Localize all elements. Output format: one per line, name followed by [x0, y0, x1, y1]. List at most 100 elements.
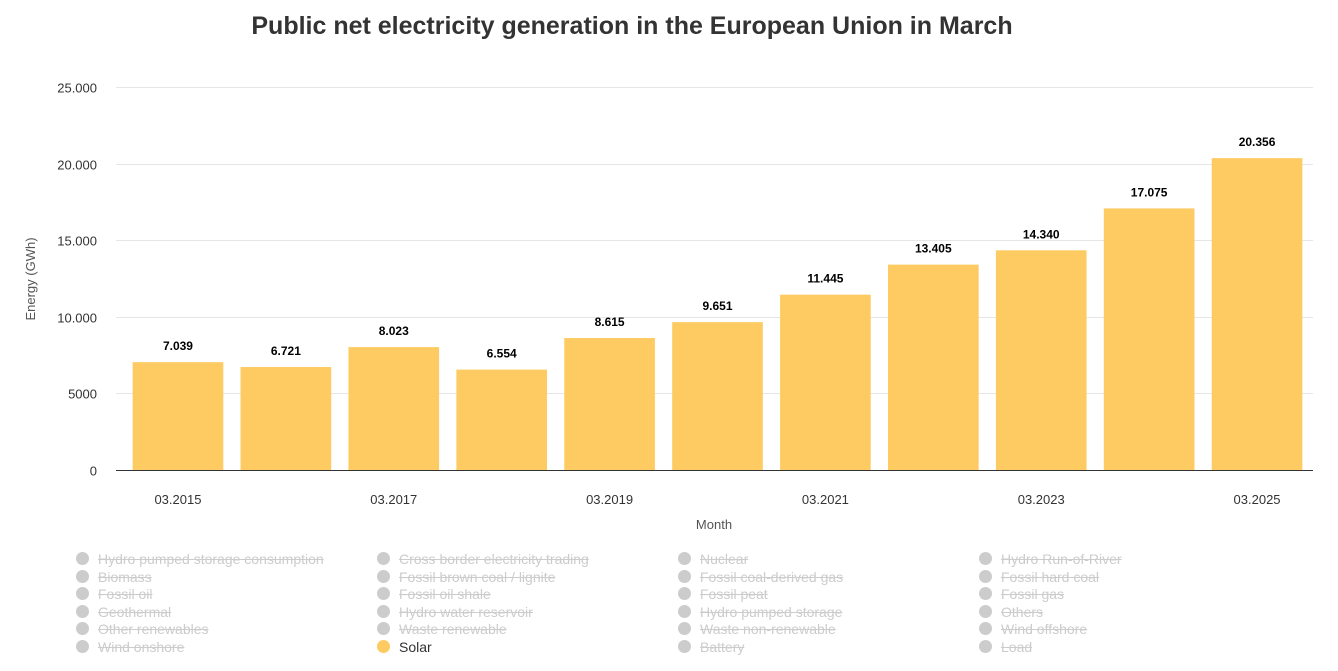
legend-item[interactable]: Geothermal	[76, 603, 171, 621]
legend-marker-icon	[678, 552, 691, 565]
bar	[456, 369, 548, 470]
legend-marker-icon	[377, 639, 390, 653]
legend-marker-icon	[979, 552, 992, 565]
legend-marker-icon	[678, 604, 691, 618]
legend-label: Fossil gas	[1001, 586, 1065, 602]
data-labels: 7.039 6.721 8.023 6.554 8.615 9.651 11.445 13.4…	[163, 135, 1276, 360]
legend-item[interactable]: Nuclear	[678, 550, 748, 568]
legend-label: Solar	[399, 638, 432, 655]
y-tick-label: 25.000	[57, 81, 97, 96]
legend-marker-icon	[377, 587, 390, 600]
legend-label: Other renewables	[98, 621, 209, 637]
legend-marker-icon	[678, 639, 691, 653]
legend-marker-icon	[76, 622, 89, 635]
x-axis-ticks: 03.2015 03.2017 03.2019 03.2021 03.2023 03.20…	[154, 492, 1280, 507]
data-label: 17.075	[1131, 185, 1168, 199]
chart-title: Public net electricity generation in the…	[251, 12, 1012, 40]
bar	[240, 367, 332, 470]
y-tick-label: 0	[90, 464, 97, 479]
bar	[672, 322, 763, 470]
legend-label: Load	[1001, 638, 1033, 655]
legend-marker-icon	[678, 622, 691, 635]
data-label: 8.023	[379, 324, 409, 338]
legend-marker-icon	[377, 622, 390, 635]
legend-marker-icon	[979, 569, 992, 583]
legend-item[interactable]: Waste non-renewable	[678, 620, 836, 638]
legend-item[interactable]: Other renewables	[76, 620, 209, 638]
bar	[780, 294, 871, 470]
bar	[348, 347, 440, 470]
legend-item[interactable]: Fossil hard coal	[979, 568, 1099, 586]
data-label: 7.039	[163, 339, 193, 353]
y-tick-label: 5000	[68, 387, 97, 402]
y-tick-label: 10.000	[57, 311, 97, 326]
legend-marker-icon	[678, 587, 691, 600]
legend-item[interactable]: Solar	[377, 638, 432, 656]
legend-item[interactable]: Battery	[678, 638, 744, 656]
legend-item[interactable]: Hydro water reservoir	[377, 603, 533, 621]
legend-label: Biomass	[98, 568, 152, 585]
bars	[132, 158, 1303, 471]
legend-item[interactable]: Hydro Run-of-River	[979, 550, 1122, 568]
bar-chart: Public net electricity generation in the…	[23, 12, 1313, 532]
bar	[995, 250, 1087, 470]
legend-marker-icon	[76, 604, 89, 618]
legend-item[interactable]: Fossil brown coal / lignite	[377, 568, 555, 586]
legend-item[interactable]: Hydro pumped storage	[678, 603, 842, 621]
x-tick-label: 03.2023	[1018, 492, 1065, 507]
legend: Hydro pumped storage consumption Cross bo…	[76, 550, 1316, 662]
y-tick-label: 20.000	[57, 158, 97, 173]
legend-marker-icon	[76, 587, 89, 600]
legend-item[interactable]: Fossil coal-derived gas	[678, 568, 843, 586]
legend-label: Hydro water reservoir	[399, 603, 533, 620]
x-tick-label: 03.2019	[586, 492, 633, 507]
legend-marker-icon	[377, 569, 390, 583]
data-label: 11.445	[807, 272, 843, 286]
legend-label: Battery	[700, 638, 745, 655]
legend-item[interactable]: Waste renewable	[377, 620, 507, 638]
x-tick-label: 03.2021	[802, 492, 849, 507]
y-axis-ticks: 0 5000 10.000 15.000 20.000 25.000	[57, 81, 97, 479]
legend-item[interactable]: Wind onshore	[76, 638, 184, 656]
legend-label: Waste renewable	[399, 621, 507, 637]
legend-label: Nuclear	[700, 551, 749, 567]
data-label: 14.340	[1023, 227, 1060, 241]
bar	[1103, 208, 1195, 470]
legend-item[interactable]: Cross border electricity trading	[377, 550, 589, 568]
legend-marker-icon	[979, 604, 992, 618]
legend-item[interactable]: Fossil oil shale	[377, 585, 491, 603]
data-label: 13.405	[915, 242, 952, 256]
data-label: 8.615	[595, 315, 625, 329]
legend-item[interactable]: Wind offshore	[979, 620, 1087, 638]
data-label: 6.554	[487, 347, 517, 361]
legend-marker-icon	[76, 569, 89, 583]
legend-label: Waste non-renewable	[700, 621, 836, 637]
legend-item[interactable]: Fossil gas	[979, 585, 1064, 603]
y-tick-label: 15.000	[57, 234, 97, 249]
legend-label: Fossil peat	[700, 586, 768, 602]
legend-label: Fossil hard coal	[1001, 568, 1100, 585]
legend-label: Hydro pumped storage consumption	[98, 551, 324, 567]
legend-marker-icon	[678, 569, 691, 583]
y-axis-title: Energy (GWh)	[23, 237, 38, 320]
legend-item[interactable]: Fossil oil	[76, 585, 152, 603]
x-tick-label: 03.2015	[154, 492, 201, 507]
legend-item[interactable]: Fossil peat	[678, 585, 768, 603]
data-label: 20.356	[1239, 135, 1276, 149]
legend-marker-icon	[979, 639, 992, 653]
legend-item[interactable]: Load	[979, 638, 1032, 656]
bar	[564, 338, 655, 470]
legend-item[interactable]: Others	[979, 603, 1043, 621]
legend-item[interactable]: Biomass	[76, 568, 152, 586]
legend-label: Geothermal	[98, 603, 172, 620]
legend-label: Cross border electricity trading	[399, 551, 589, 567]
legend-marker-icon	[76, 552, 89, 565]
legend-label: Fossil oil	[98, 586, 153, 602]
legend-label: Wind offshore	[1001, 621, 1088, 637]
legend-label: Fossil oil shale	[399, 586, 491, 602]
x-axis-title: Month	[696, 517, 732, 532]
legend-marker-icon	[377, 604, 390, 618]
bar	[887, 264, 979, 470]
data-label: 6.721	[271, 344, 301, 358]
legend-item[interactable]: Hydro pumped storage consumption	[76, 550, 324, 568]
